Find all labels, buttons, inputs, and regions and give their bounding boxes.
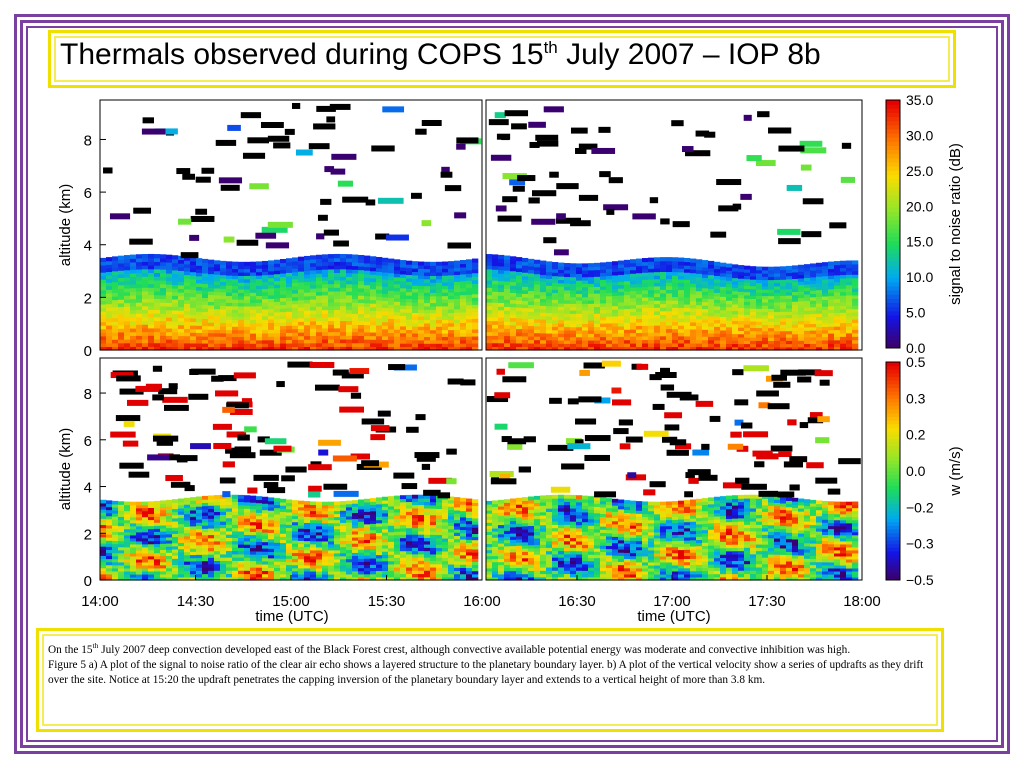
y-axis-label: altitude (km)	[57, 184, 74, 267]
w-colorbar-tick: 0.3	[906, 390, 926, 406]
snr-colorbar-tick: 25.0	[906, 163, 933, 179]
y-tick-label: 0	[84, 573, 92, 590]
x-tick-label: 17:30	[748, 593, 786, 610]
x-axis-label-left: time (UTC)	[255, 608, 328, 625]
snr-panel-right-border	[485, 99, 863, 351]
x-tick-label: 18:00	[843, 593, 881, 610]
y-tick-label: 8	[84, 386, 92, 403]
w-colorbar-tick: −0.5	[906, 572, 934, 588]
x-tick-label: 14:00	[81, 593, 119, 610]
x-axis-label-right: time (UTC)	[637, 608, 710, 625]
x-tick-label: 15:00	[272, 593, 310, 610]
snr-colorbar-tick: 5.0	[906, 305, 926, 321]
y-tick-label: 6	[84, 433, 92, 450]
x-tick-label: 16:00	[463, 593, 501, 610]
snr-panel-left-border	[99, 99, 483, 351]
w-colorbar-label: w (m/s)	[947, 446, 964, 496]
inner-frame	[26, 26, 998, 742]
figure-caption: On the 15th July 2007 deep convection de…	[48, 638, 928, 688]
snr-panel-right	[485, 99, 863, 351]
y-tick-label: 0	[84, 343, 92, 360]
w-panel-right	[485, 357, 863, 581]
title-box	[48, 30, 956, 88]
snr-colorbar-border	[885, 99, 901, 349]
w-colorbar-tick: −0.2	[906, 499, 934, 515]
snr-colorbar-tick: 15.0	[906, 234, 933, 250]
w-colorbar-tick: 0.0	[906, 463, 926, 479]
x-tick-label: 14:30	[177, 593, 215, 610]
w-panel-right-border	[485, 357, 863, 581]
w-colorbar	[885, 361, 901, 581]
snr-colorbar-tick: 0.0	[906, 340, 926, 356]
caption-text-1: On the 15	[48, 643, 93, 656]
snr-colorbar-tick: 20.0	[906, 198, 933, 214]
w-colorbar-tick: 0.2	[906, 427, 926, 443]
outer-frame	[14, 14, 1010, 754]
y-tick-label: 8	[84, 132, 92, 149]
caption-text-3: Figure 5 a) A plot of the signal to nois…	[48, 658, 924, 687]
slide-title: Thermals observed during COPS 15th July …	[60, 38, 821, 72]
caption-superscript: th	[92, 641, 99, 650]
w-panel-left	[99, 357, 483, 581]
y-tick-label: 4	[84, 480, 92, 497]
snr-colorbar-tick: 30.0	[906, 127, 933, 143]
x-tick-label: 15:30	[368, 593, 406, 610]
caption-box	[36, 628, 944, 732]
radar-figure: 0 2 4 6 8 altitude (km) 0 2 4 6 8 altitude (km) 14:0…	[57, 92, 964, 625]
snr-colorbar-tick: 10.0	[906, 269, 933, 285]
y-tick-label: 4	[84, 238, 92, 255]
w-colorbar-tick: 0.5	[906, 354, 926, 370]
middle-frame	[20, 20, 1004, 748]
y-tick-label: 6	[84, 185, 92, 202]
snr-panel-left	[99, 99, 483, 351]
snr-colorbar-tick: 35.0	[906, 92, 933, 108]
w-colorbar-border	[885, 361, 901, 581]
x-tick-label: 16:30	[558, 593, 596, 610]
y-tick-label: 2	[84, 290, 92, 307]
snr-colorbar	[885, 99, 901, 349]
caption-text-2: July 2007 deep convection developed east…	[98, 643, 851, 656]
title-rest: July 2007 – IOP 8b	[557, 38, 821, 71]
w-colorbar-tick: −0.3	[906, 536, 934, 552]
title-main: Thermals observed during COPS 15	[60, 38, 544, 71]
y-axis-label: altitude (km)	[57, 428, 74, 511]
y-tick-label: 2	[84, 526, 92, 543]
x-tick-label: 17:00	[653, 593, 691, 610]
snr-colorbar-label: signal to noise ratio (dB)	[947, 143, 964, 305]
title-superscript: th	[543, 38, 558, 57]
